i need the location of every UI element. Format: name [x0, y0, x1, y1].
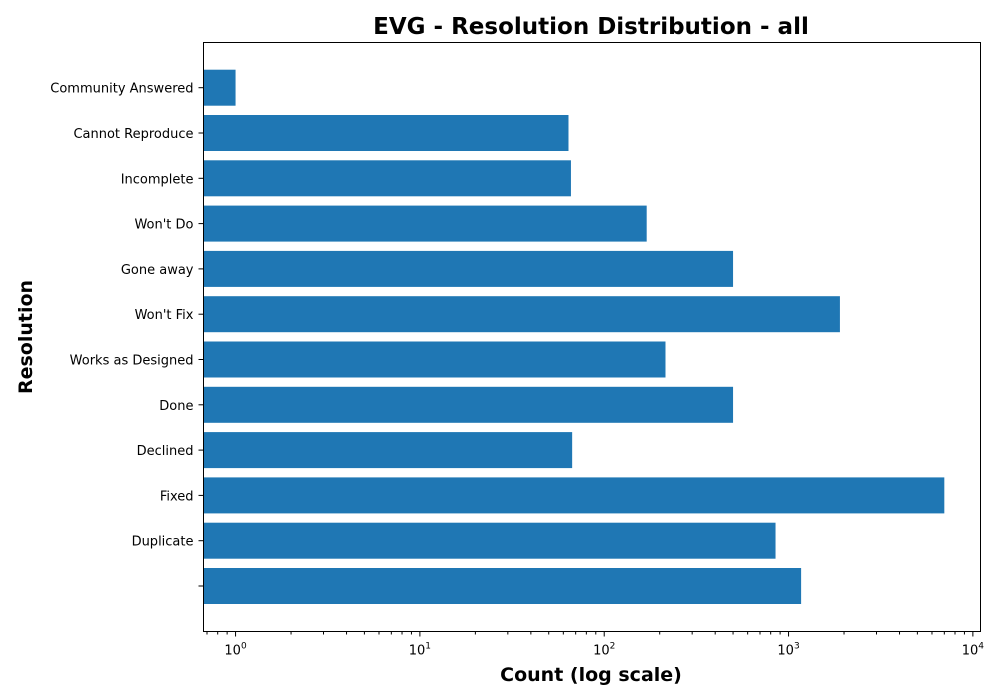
x-tick-label: 104 — [962, 642, 985, 659]
x-tick-label: 101 — [409, 642, 431, 659]
bar-gone-away — [203, 250, 734, 287]
bar-fixed — [203, 477, 945, 514]
bar-duplicate — [203, 522, 776, 559]
y-axis: Duplicate Fixed Declined Done Works as Desig… — [50, 82, 204, 587]
bar-declined — [203, 432, 573, 469]
y-tick-label: Won't Do — [134, 218, 193, 233]
bar-won-t-fix — [203, 296, 840, 333]
bars-group — [203, 69, 945, 604]
y-tick-label: Done — [159, 399, 193, 414]
bar-done — [203, 386, 734, 423]
x-axis: 100 101 102 103 104 — [206, 631, 985, 659]
bar-community-answered — [203, 69, 236, 106]
x-tick-label: 103 — [777, 642, 799, 659]
bar-incomplete — [203, 160, 571, 197]
chart-title: EVG - Resolution Distribution - all — [373, 14, 809, 40]
y-tick-label: Works as Designed — [70, 354, 194, 369]
plot-frame — [203, 42, 981, 632]
y-axis-label: Resolution — [15, 280, 37, 394]
y-tick-label: Incomplete — [121, 172, 194, 187]
x-tick-label: 100 — [224, 642, 247, 659]
bar-cannot-reproduce — [203, 115, 569, 151]
y-tick-label: Gone away — [121, 263, 194, 278]
y-tick-label: Duplicate — [132, 535, 194, 550]
y-tick-label: Cannot Reproduce — [73, 127, 193, 142]
x-axis-label: Count (log scale) — [500, 664, 682, 686]
y-tick-label: Community Answered — [50, 82, 193, 97]
y-tick-label: Won't Fix — [135, 308, 194, 323]
y-tick-label: Declined — [137, 444, 194, 459]
x-tick-label: 102 — [593, 642, 615, 659]
y-tick-label: Fixed — [160, 489, 194, 504]
bar-won-t-do — [203, 205, 647, 242]
bar-blank — [203, 568, 802, 604]
bar-works-as-designed — [203, 341, 666, 378]
